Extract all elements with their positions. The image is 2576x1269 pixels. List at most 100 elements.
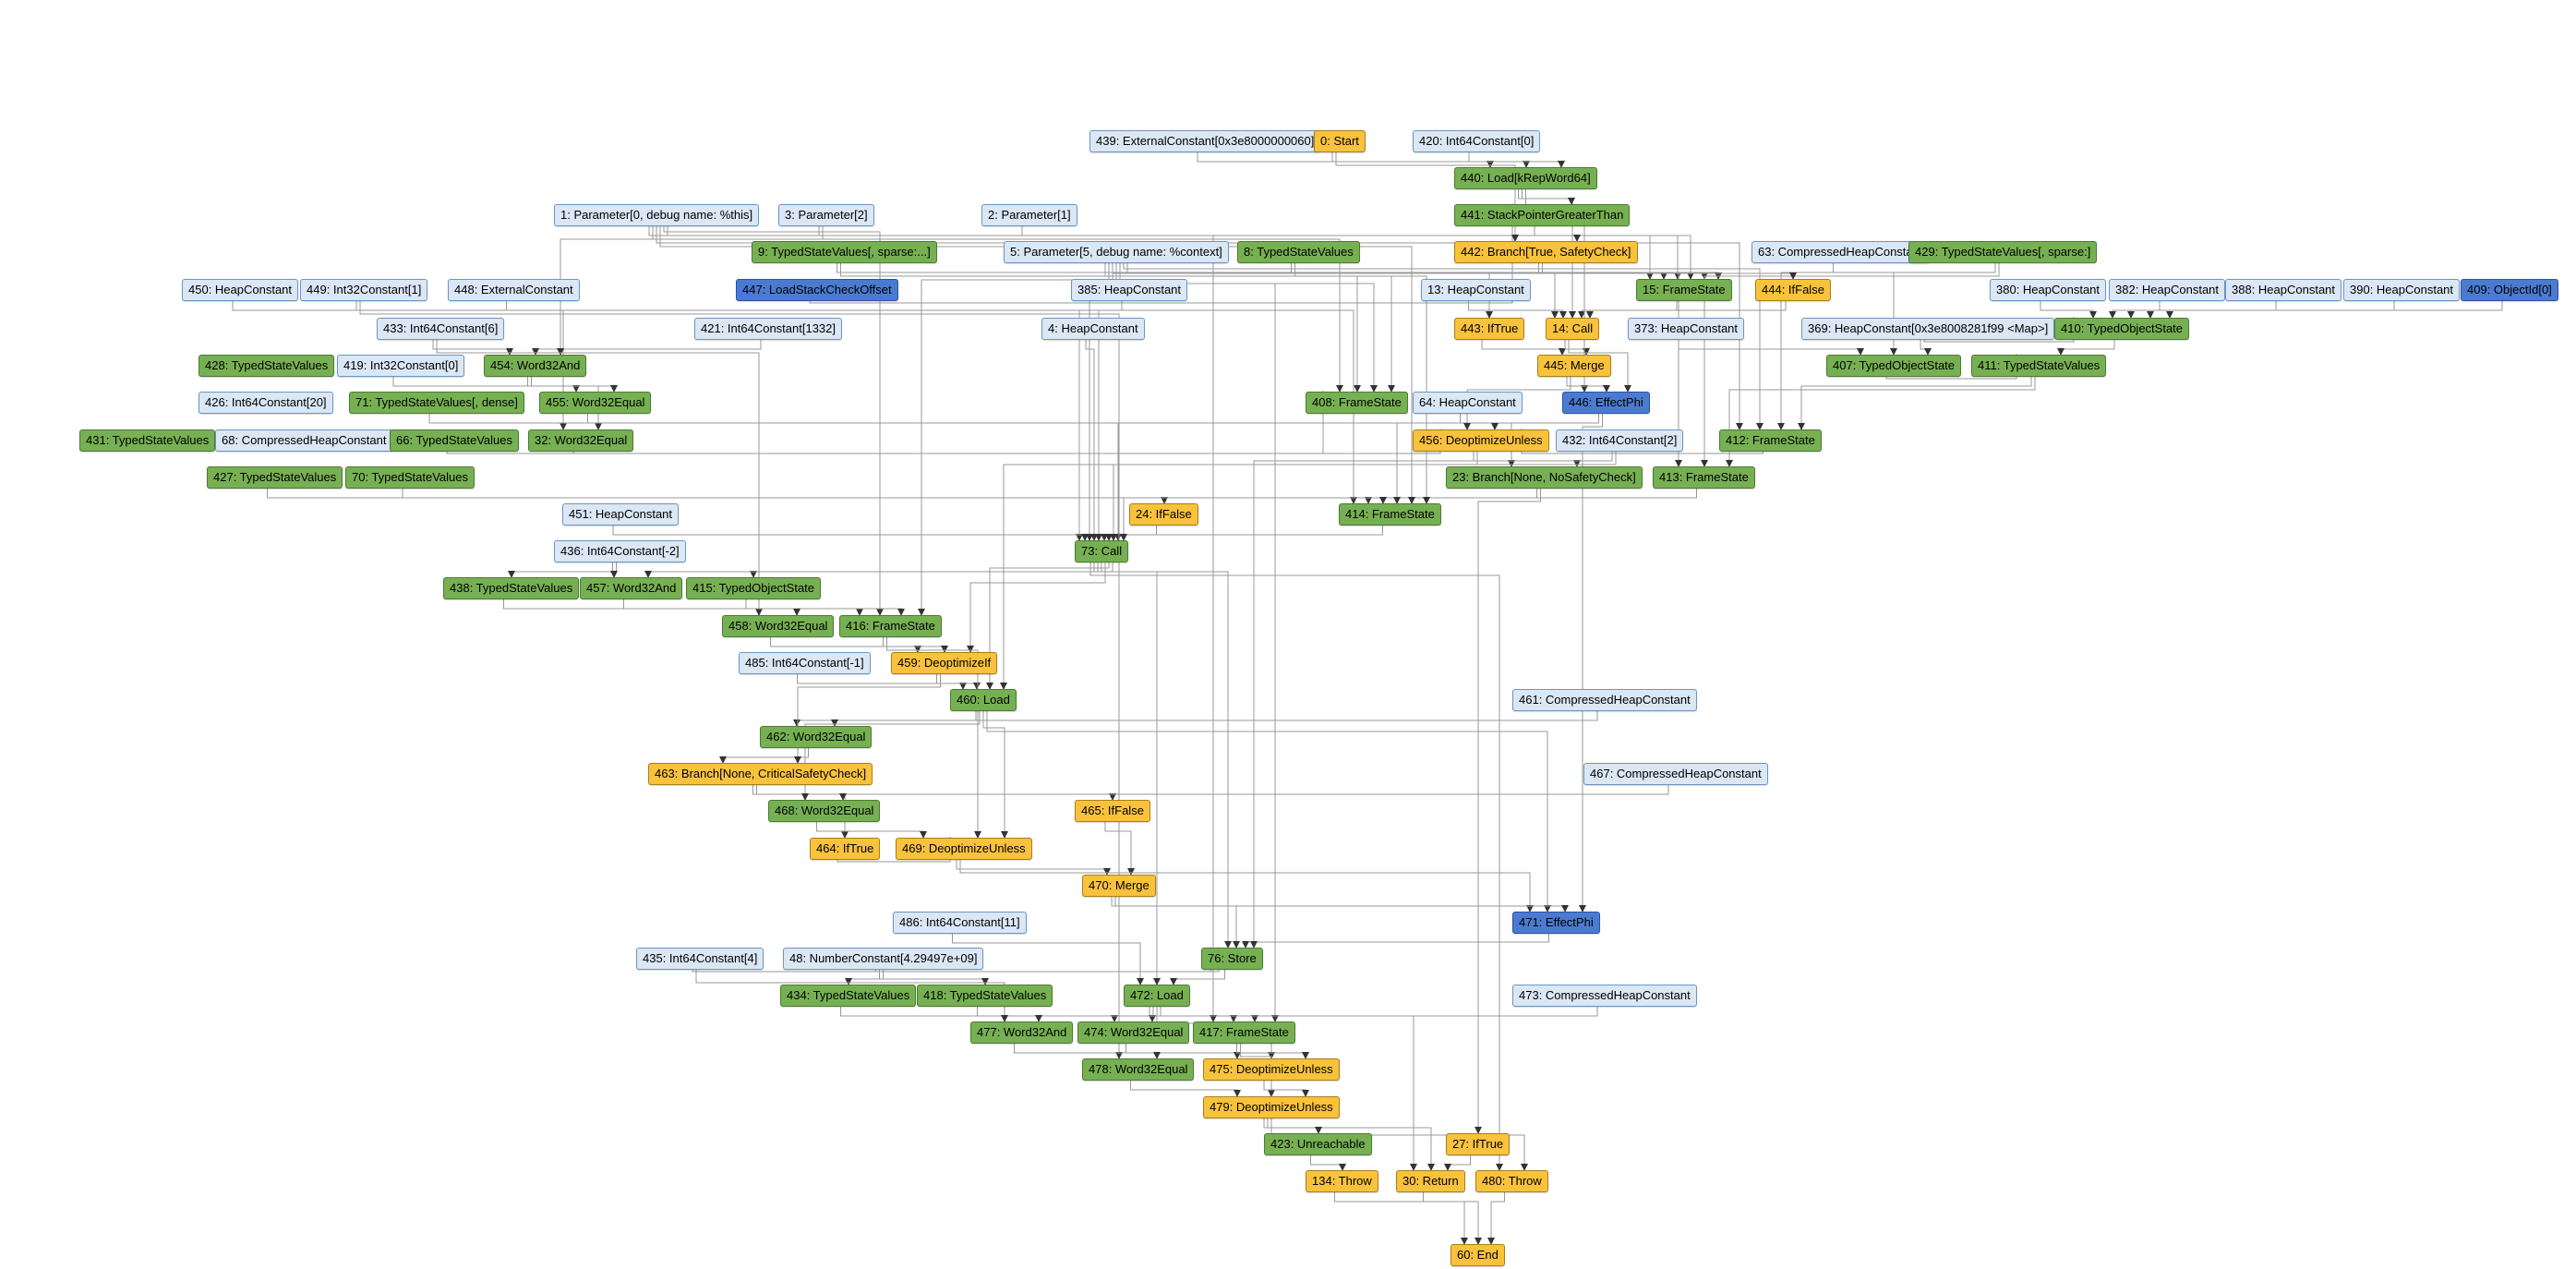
node-408-framestate[interactable]: 408: FrameState	[1306, 392, 1408, 414]
node-470-merge[interactable]: 470: Merge	[1082, 875, 1156, 897]
node-416-framestate[interactable]: 416: FrameState	[839, 615, 942, 637]
node-479-deoptimizeunless[interactable]: 479: DeoptimizeUnless	[1203, 1096, 1340, 1118]
node-450-heapconstant[interactable]: 450: HeapConstant	[182, 279, 299, 301]
node-385-heapconstant[interactable]: 385: HeapConstant	[1071, 279, 1188, 301]
node-427-typedstatevalues[interactable]: 427: TypedStateValues	[207, 466, 343, 489]
node-411-typedstatevalues[interactable]: 411: TypedStateValues	[1971, 355, 2107, 377]
node-446-effectphi[interactable]: 446: EffectPhi	[1562, 392, 1650, 414]
node-380-heapconstant[interactable]: 380: HeapConstant	[1990, 279, 2107, 301]
node-472-load[interactable]: 472: Load	[1124, 985, 1190, 1007]
node-441-stackpointergreaterthan[interactable]: 441: StackPointerGreaterThan	[1454, 204, 1631, 226]
node-467-compressedheapconstant[interactable]: 467: CompressedHeapConstant	[1583, 763, 1768, 785]
node-24-iffalse[interactable]: 24: IfFalse	[1129, 503, 1198, 526]
node-432-int64constant[interactable]: 432: Int64Constant[2]	[1556, 429, 1684, 452]
node-443-iftrue[interactable]: 443: IfTrue	[1454, 318, 1525, 340]
node-388-heapconstant[interactable]: 388: HeapConstant	[2225, 279, 2342, 301]
node-447-loadstackcheckoffset[interactable]: 447: LoadStackCheckOffset	[736, 279, 898, 301]
node-14-call[interactable]: 14: Call	[1546, 318, 1600, 340]
node-412-framestate[interactable]: 412: FrameState	[1719, 429, 1822, 452]
node-71-typedstatevalues[interactable]: 71: TypedStateValues[, dense]	[349, 392, 524, 414]
node-4-heapconstant[interactable]: 4: HeapConstant	[1041, 318, 1145, 340]
node-469-deoptimizeunless[interactable]: 469: DeoptimizeUnless	[896, 838, 1032, 860]
node-369-heapconstant[interactable]: 369: HeapConstant[0x3e8008281f99 <Map>]	[1801, 318, 2055, 340]
node-480-throw[interactable]: 480: Throw	[1475, 1170, 1548, 1192]
node-426-int64constant[interactable]: 426: Int64Constant[20]	[199, 392, 333, 414]
node-32-word32equal[interactable]: 32: Word32Equal	[528, 429, 634, 452]
node-439-externalconstant[interactable]: 439: ExternalConstant[0x3e8000000060]	[1089, 130, 1321, 152]
node-13-heapconstant[interactable]: 13: HeapConstant	[1421, 279, 1531, 301]
node-442-branch[interactable]: 442: Branch[True, SafetyCheck]	[1454, 241, 1638, 263]
node-431-typedstatevalues[interactable]: 431: TypedStateValues	[79, 429, 216, 452]
node-434-typedstatevalues[interactable]: 434: TypedStateValues	[780, 985, 917, 1007]
node-440-load[interactable]: 440: Load[kRepWord64]	[1454, 167, 1597, 189]
node-455-word32equal[interactable]: 455: Word32Equal	[539, 392, 652, 414]
node-486-int64constant[interactable]: 486: Int64Constant[11]	[893, 912, 1027, 934]
node-134-throw[interactable]: 134: Throw	[1306, 1170, 1378, 1192]
node-457-word32and[interactable]: 457: Word32And	[580, 577, 683, 599]
node-433-int64constant[interactable]: 433: Int64Constant[6]	[377, 318, 505, 340]
node-449-int32constant[interactable]: 449: Int32Constant[1]	[300, 279, 428, 301]
node-390-heapconstant[interactable]: 390: HeapConstant	[2343, 279, 2461, 301]
node-3-parameter[interactable]: 3: Parameter[2]	[778, 204, 874, 226]
node-414-framestate[interactable]: 414: FrameState	[1339, 503, 1441, 526]
node-435-int64constant[interactable]: 435: Int64Constant[4]	[636, 948, 764, 970]
node-475-deoptimizeunless[interactable]: 475: DeoptimizeUnless	[1203, 1058, 1340, 1081]
node-474-word32equal[interactable]: 474: Word32Equal	[1077, 1021, 1190, 1044]
node-465-iffalse[interactable]: 465: IfFalse	[1075, 800, 1150, 822]
node-63-compressedheapconstant[interactable]: 63: CompressedHeapConstant	[1751, 241, 1930, 263]
node-462-word32equal[interactable]: 462: Word32Equal	[760, 726, 873, 748]
node-485-int64constant[interactable]: 485: Int64Constant[-1]	[739, 652, 871, 674]
node-60-end[interactable]: 60: End	[1451, 1244, 1505, 1266]
node-421-int64constant[interactable]: 421: Int64Constant[1332]	[694, 318, 843, 340]
node-456-deoptimizeunless[interactable]: 456: DeoptimizeUnless	[1413, 429, 1549, 452]
node-410-typedobjectstate[interactable]: 410: TypedObjectState	[2054, 318, 2190, 340]
node-407-typedobjectstate[interactable]: 407: TypedObjectState	[1826, 355, 1962, 377]
node-420-int64constant[interactable]: 420: Int64Constant[0]	[1413, 130, 1541, 152]
node-64-heapconstant[interactable]: 64: HeapConstant	[1413, 392, 1523, 414]
node-15-framestate[interactable]: 15: FrameState	[1636, 279, 1732, 301]
node-419-int32constant[interactable]: 419: Int32Constant[0]	[337, 355, 465, 377]
node-451-heapconstant[interactable]: 451: HeapConstant	[562, 503, 680, 526]
node-445-merge[interactable]: 445: Merge	[1537, 355, 1611, 377]
node-5-parameter[interactable]: 5: Parameter[5, debug name: %context]	[1004, 241, 1229, 263]
node-9-typedstatevalues[interactable]: 9: TypedStateValues[, sparse:...]	[752, 241, 937, 263]
node-454-word32and[interactable]: 454: Word32And	[484, 355, 587, 377]
node-477-word32and[interactable]: 477: Word32And	[970, 1021, 1074, 1044]
node-468-word32equal[interactable]: 468: Word32Equal	[768, 800, 881, 822]
node-461-compressedheapconstant[interactable]: 461: CompressedHeapConstant	[1512, 689, 1697, 711]
node-478-word32equal[interactable]: 478: Word32Equal	[1082, 1058, 1195, 1081]
node-473-compressedheapconstant[interactable]: 473: CompressedHeapConstant	[1512, 985, 1697, 1007]
node-373-heapconstant[interactable]: 373: HeapConstant	[1628, 318, 1745, 340]
node-460-load[interactable]: 460: Load	[950, 689, 1017, 711]
node-70-typedstatevalues[interactable]: 70: TypedStateValues	[345, 466, 475, 489]
node-0-start[interactable]: 0: Start	[1314, 130, 1366, 152]
node-73-call[interactable]: 73: Call	[1075, 540, 1129, 562]
node-23-branch[interactable]: 23: Branch[None, NoSafetyCheck]	[1446, 466, 1643, 489]
node-1-parameter[interactable]: 1: Parameter[0, debug name: %this]	[554, 204, 760, 226]
node-438-typedstatevalues[interactable]: 438: TypedStateValues	[443, 577, 580, 599]
node-463-branch[interactable]: 463: Branch[None, CriticalSafetyCheck]	[648, 763, 873, 785]
node-448-externalconstant[interactable]: 448: ExternalConstant	[448, 279, 580, 301]
node-464-iftrue[interactable]: 464: IfTrue	[810, 838, 881, 860]
node-415-typedobjectstate[interactable]: 415: TypedObjectState	[686, 577, 822, 599]
node-409-objectid[interactable]: 409: ObjectId[0]	[2461, 279, 2558, 301]
node-66-typedstatevalues[interactable]: 66: TypedStateValues	[390, 429, 520, 452]
node-444-iffalse[interactable]: 444: IfFalse	[1755, 279, 1831, 301]
node-2-parameter[interactable]: 2: Parameter[1]	[981, 204, 1077, 226]
node-429-typedstatevalues[interactable]: 429: TypedStateValues[, sparse:]	[1908, 241, 2098, 263]
node-76-store[interactable]: 76: Store	[1201, 948, 1263, 970]
node-68-compressedheapconstant[interactable]: 68: CompressedHeapConstant	[215, 429, 393, 452]
node-8-typedstatevalues[interactable]: 8: TypedStateValues	[1237, 241, 1360, 263]
node-382-heapconstant[interactable]: 382: HeapConstant	[2109, 279, 2226, 301]
node-471-effectphi[interactable]: 471: EffectPhi	[1512, 912, 1600, 934]
node-413-framestate[interactable]: 413: FrameState	[1653, 466, 1755, 489]
node-423-unreachable[interactable]: 423: Unreachable	[1264, 1133, 1372, 1155]
node-459-deoptimizeif[interactable]: 459: DeoptimizeIf	[891, 652, 998, 674]
node-27-iftrue[interactable]: 27: IfTrue	[1446, 1133, 1511, 1155]
node-418-typedstatevalues[interactable]: 418: TypedStateValues	[917, 985, 1053, 1007]
node-458-word32equal[interactable]: 458: Word32Equal	[722, 615, 835, 637]
node-48-numberconstant[interactable]: 48: NumberConstant[4.29497e+09]	[783, 948, 984, 970]
node-30-return[interactable]: 30: Return	[1396, 1170, 1465, 1192]
node-428-typedstatevalues[interactable]: 428: TypedStateValues	[199, 355, 335, 377]
node-436-int64constant[interactable]: 436: Int64Constant[-2]	[554, 540, 686, 562]
